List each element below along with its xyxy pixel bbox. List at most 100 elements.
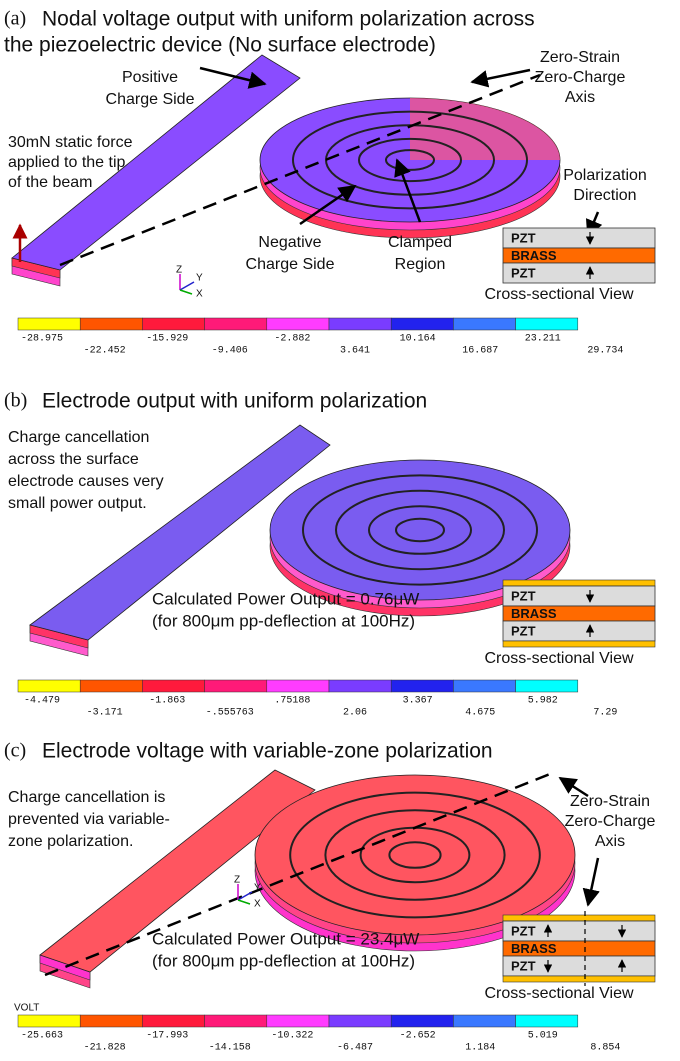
colorbar-segment: [516, 680, 578, 692]
colorbar-label: -22.452: [84, 346, 126, 357]
colorbar-label: .75188: [274, 696, 310, 707]
colorbar-label: 3.367: [403, 696, 433, 707]
colorbar-label: -2.882: [274, 334, 310, 345]
layer-label: BRASS: [511, 941, 557, 956]
layer-label: PZT: [511, 588, 536, 603]
colorbar-label: 16.687: [462, 346, 498, 357]
colorbar-segment: [516, 1015, 578, 1027]
annotation: Zero-Charge: [565, 813, 656, 830]
layer-label: PZT: [511, 265, 536, 280]
figure: (a) Nodal voltage output with uniform pol…: [0, 0, 680, 1061]
panel: (a) Nodal voltage output with uniform pol…: [4, 8, 655, 357]
panel-label: (a): [4, 8, 26, 30]
colorbar-segment: [267, 1015, 329, 1027]
colorbar-label: 1.184: [465, 1043, 495, 1054]
colorbar-segment: [80, 1015, 142, 1027]
colorbar-label: 29.734: [587, 346, 623, 357]
panel-title: the piezoelectric device (No surface ele…: [4, 34, 436, 57]
annotation: (for 800μm pp-deflection at 100Hz): [152, 951, 415, 970]
annotation: Clamped: [388, 234, 452, 251]
triad-label: X: [196, 289, 203, 300]
electrode: [503, 976, 655, 982]
panel: (b)Electrode output with uniform polariz…: [4, 390, 655, 719]
colorbar-label: 10.164: [400, 334, 436, 345]
annotation: Charge cancellation is: [8, 789, 165, 806]
colorbar-label: -.555763: [206, 708, 254, 719]
triad-axis: [180, 282, 194, 290]
annotation: across the surface: [8, 451, 139, 468]
layer-label: PZT: [511, 923, 536, 938]
colorbar-segment: [267, 680, 329, 692]
colorbar-label: 7.29: [593, 708, 617, 719]
colorbar-label: 5.019: [528, 1031, 558, 1042]
annotation: (for 800μm pp-deflection at 100Hz): [152, 611, 415, 630]
colorbar-segment: [142, 318, 204, 330]
colorbar-segment: [329, 318, 391, 330]
colorbar-label: 3.641: [340, 346, 370, 357]
triad-label: Y: [254, 883, 261, 894]
colorbar-segment: [205, 1015, 267, 1027]
colorbar-segment: [205, 318, 267, 330]
annotation: small power output.: [8, 495, 147, 512]
colorbar-label: 23.211: [525, 334, 561, 345]
triad-label: Y: [196, 273, 203, 284]
colorbar-segment: [142, 680, 204, 692]
colorbar-segment: [205, 680, 267, 692]
annotation: Direction: [573, 187, 636, 204]
pointer-arrow: [472, 70, 530, 82]
cross-section-caption: Cross-sectional View: [484, 650, 634, 667]
spiral-zone: [410, 98, 560, 160]
colorbar-segment: [18, 680, 80, 692]
colorbar-label: 4.675: [465, 708, 495, 719]
annotation: Negative: [258, 234, 321, 251]
colorbar-segment: [80, 318, 142, 330]
colorbar-segment: [18, 1015, 80, 1027]
annotation: applied to the tip: [8, 154, 126, 171]
colorbar-label: -10.322: [271, 1031, 313, 1042]
colorbar-label: -28.975: [21, 334, 63, 345]
annotation: Region: [395, 256, 446, 273]
colorbar-segment: [267, 318, 329, 330]
triad-label: Z: [176, 265, 182, 276]
annotation: Charge Side: [106, 91, 195, 108]
annotation: of the beam: [8, 174, 93, 191]
annotation: 30mN static force: [8, 134, 133, 151]
triad-label: X: [254, 899, 261, 910]
annotation: Charge cancellation: [8, 429, 149, 446]
colorbar-segment: [80, 680, 142, 692]
colorbar-segment: [453, 318, 515, 330]
layer-label: BRASS: [511, 606, 557, 621]
annotation: electrode causes very: [8, 473, 164, 490]
annotation: Calculated Power Output = 23.4μW: [152, 929, 419, 948]
triad-axis: [238, 900, 250, 904]
layer-label: PZT: [511, 230, 536, 245]
colorbar-segment: [142, 1015, 204, 1027]
annotation: prevented via variable-: [8, 811, 170, 828]
electrode: [503, 915, 655, 921]
colorbar-label: 8.854: [590, 1043, 620, 1054]
colorbar-label: -9.406: [212, 346, 248, 357]
colorbar-label: -17.993: [146, 1031, 188, 1042]
colorbar-label: -14.158: [209, 1043, 251, 1054]
panel: (c)Electrode voltage with variable-zone …: [4, 740, 655, 1054]
annotation: Zero-Strain: [540, 49, 620, 66]
annotation: zone polarization.: [8, 833, 133, 850]
annotation: Charge Side: [246, 256, 335, 273]
layer-label: PZT: [511, 958, 536, 973]
annotation: Zero-Strain: [570, 793, 650, 810]
cross-section-caption: Cross-sectional View: [484, 286, 634, 303]
colorbar-segment: [516, 318, 578, 330]
colorbar-segment: [18, 318, 80, 330]
panel-title: Nodal voltage output with uniform polari…: [42, 8, 535, 31]
colorbar-label: -3.171: [87, 708, 123, 719]
colorbar-label: -21.828: [84, 1043, 126, 1054]
colorbar-label: -15.929: [146, 334, 188, 345]
triad-label: Z: [234, 875, 240, 886]
annotation: Polarization: [563, 167, 647, 184]
annotation: Zero-Charge: [535, 69, 626, 86]
cross-section-caption: Cross-sectional View: [484, 985, 634, 1002]
colorbar-label: -4.479: [24, 696, 60, 707]
annotation: Calculated Power Output = 0.76μW: [152, 589, 419, 608]
colorbar-segment: [453, 680, 515, 692]
annotation: Axis: [595, 833, 625, 850]
